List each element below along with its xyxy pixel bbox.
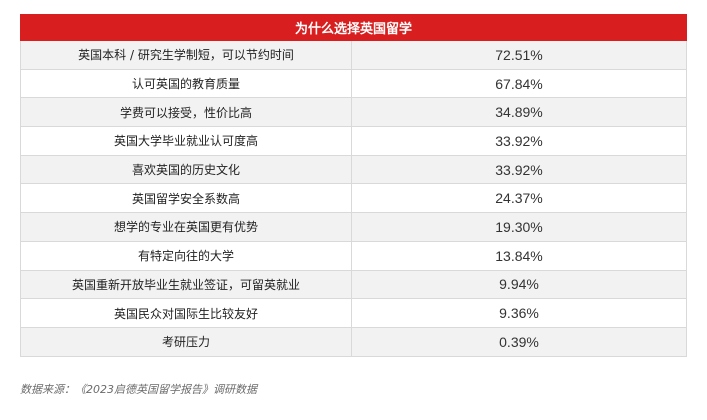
percent-cell: 0.39%: [499, 333, 539, 350]
table-row: 学费可以接受，性价比高 34.89%: [21, 98, 686, 128]
table-body: 英国本科 / 研究生学制短，可以节约时间 72.51% 认可英国的教育质量 67…: [20, 41, 687, 357]
reason-cell: 英国留学安全系数高: [21, 184, 352, 213]
reason-cell: 想学的专业在英国更有优势: [21, 213, 352, 241]
data-source-note: 数据来源：《2023启德英国留学报告》调研数据: [20, 383, 257, 396]
table-row: 英国本科 / 研究生学制短，可以节约时间 72.51%: [21, 41, 686, 70]
reason-cell: 认可英国的教育质量: [21, 69, 352, 98]
table-row: 有特定向往的大学 13.84%: [21, 241, 686, 271]
percent-cell: 13.84%: [495, 247, 543, 264]
percent-cell: 19.30%: [495, 218, 543, 235]
table-row: 英国重新开放毕业生就业签证，可留英就业 9.94%: [21, 270, 686, 300]
table-row: 英国留学安全系数高 24.37%: [21, 184, 686, 214]
reason-cell: 英国大学毕业就业认可度高: [21, 127, 352, 155]
table-row: 英国民众对国际生比较友好 9.36%: [21, 299, 686, 328]
table-row: 英国大学毕业就业认可度高 33.92%: [21, 127, 686, 156]
reason-cell: 英国本科 / 研究生学制短，可以节约时间: [21, 41, 352, 69]
reason-cell: 有特定向往的大学: [21, 241, 352, 270]
table-row: 认可英国的教育质量 67.84%: [21, 69, 686, 99]
table-row: 考研压力 0.39%: [21, 327, 686, 357]
percent-cell: 24.37%: [495, 190, 543, 207]
survey-table: 为什么选择英国留学 英国本科 / 研究生学制短，可以节约时间 72.51% 认可…: [20, 14, 687, 357]
table-row: 喜欢英国的历史文化 33.92%: [21, 155, 686, 185]
percent-cell: 9.36%: [499, 305, 539, 322]
reason-cell: 学费可以接受，性价比高: [21, 98, 352, 127]
reason-cell: 英国重新开放毕业生就业签证，可留英就业: [21, 270, 352, 299]
reason-cell: 考研压力: [21, 327, 352, 356]
table-title: 为什么选择英国留学: [20, 14, 687, 41]
percent-cell: 9.94%: [499, 276, 539, 293]
percent-cell: 33.92%: [495, 161, 543, 178]
reason-cell: 喜欢英国的历史文化: [21, 155, 352, 184]
percent-cell: 67.84%: [495, 75, 543, 92]
percent-cell: 34.89%: [495, 104, 543, 121]
percent-cell: 33.92%: [495, 132, 543, 149]
reason-cell: 英国民众对国际生比较友好: [21, 299, 352, 327]
percent-cell: 72.51%: [495, 46, 543, 63]
table-row: 想学的专业在英国更有优势 19.30%: [21, 213, 686, 242]
